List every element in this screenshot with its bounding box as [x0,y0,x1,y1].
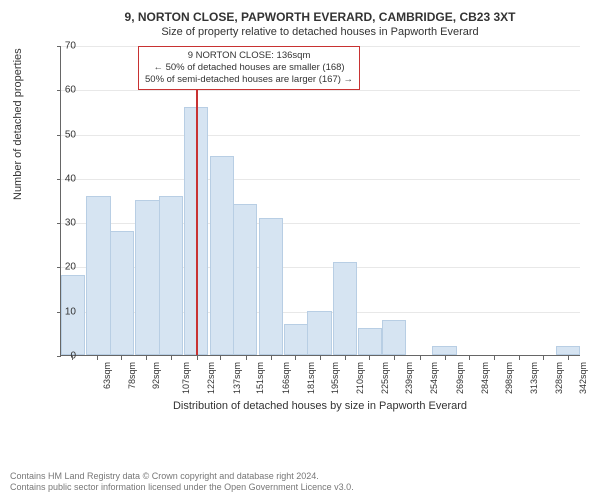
histogram-bar [556,346,580,355]
xtick-mark [271,356,272,360]
xtick-mark [320,356,321,360]
xtick-mark [445,356,446,360]
xtick-mark [246,356,247,360]
xtick-mark [345,356,346,360]
chart-title-main: 9, NORTON CLOSE, PAPWORTH EVERARD, CAMBR… [60,10,580,24]
histogram-bar [333,262,357,355]
xtick-label: 328sqm [554,362,564,394]
ytick-label: 30 [46,218,76,229]
xtick-mark [394,356,395,360]
xtick-label: 181sqm [306,362,316,394]
footer-line2: Contains public sector information licen… [10,482,354,494]
xtick-label: 313sqm [529,362,539,394]
xtick-label: 137sqm [232,362,242,394]
gridline [61,179,580,180]
xtick-mark [420,356,421,360]
histogram-bar [259,218,283,355]
xtick-mark [121,356,122,360]
ytick-label: 10 [46,306,76,317]
footer-attribution: Contains HM Land Registry data © Crown c… [10,471,354,494]
reference-annotation: 9 NORTON CLOSE: 136sqm ← 50% of detached… [138,46,360,90]
histogram-bar [307,311,331,355]
annotation-line3: 50% of semi-detached houses are larger (… [145,74,353,86]
chart-title-sub: Size of property relative to detached ho… [60,26,580,38]
xtick-mark [469,356,470,360]
xtick-label: 63sqm [102,362,112,389]
gridline [61,135,580,136]
histogram-bar [432,346,456,355]
xtick-label: 254sqm [429,362,439,394]
histogram-bar [110,231,134,355]
xtick-label: 284sqm [480,362,490,394]
histogram-bar [86,196,110,355]
xtick-mark [543,356,544,360]
histogram-bar [135,200,159,355]
plot-region [60,46,580,356]
xtick-label: 210sqm [355,362,365,394]
xtick-mark [519,356,520,360]
xtick-mark [295,356,296,360]
histogram-bar [210,156,234,355]
xtick-label: 166sqm [281,362,291,394]
ytick-label: 50 [46,129,76,140]
xtick-label: 107sqm [181,362,191,394]
xtick-mark [197,356,198,360]
annotation-line2: ← 50% of detached houses are smaller (16… [145,62,353,74]
annotation-line1: 9 NORTON CLOSE: 136sqm [145,50,353,62]
gridline [61,90,580,91]
xtick-label: 298sqm [504,362,514,394]
xtick-mark [72,356,73,360]
xtick-label: 225sqm [380,362,390,394]
ytick-label: 40 [46,173,76,184]
y-axis-label: Number of detached properties [12,48,24,200]
ytick-label: 60 [46,85,76,96]
x-axis-label: Distribution of detached houses by size … [60,400,580,412]
xtick-label: 122sqm [206,362,216,394]
histogram-bar [284,324,308,355]
histogram-bar [233,204,257,355]
xtick-label: 92sqm [151,362,161,389]
reference-line [196,46,198,355]
xtick-label: 269sqm [455,362,465,394]
xtick-mark [97,356,98,360]
xtick-mark [568,356,569,360]
xtick-label: 195sqm [330,362,340,394]
histogram-bar [159,196,183,355]
xtick-mark [494,356,495,360]
ytick-label: 20 [46,262,76,273]
ytick-label: 70 [46,41,76,52]
footer-line1: Contains HM Land Registry data © Crown c… [10,471,354,483]
xtick-mark [146,356,147,360]
xtick-label: 151sqm [255,362,265,394]
histogram-bar [382,320,406,355]
histogram-bar [358,328,382,355]
xtick-mark [369,356,370,360]
xtick-mark [220,356,221,360]
xtick-mark [171,356,172,360]
xtick-label: 239sqm [404,362,414,394]
xtick-label: 78sqm [127,362,137,389]
xtick-label: 342sqm [578,362,588,394]
